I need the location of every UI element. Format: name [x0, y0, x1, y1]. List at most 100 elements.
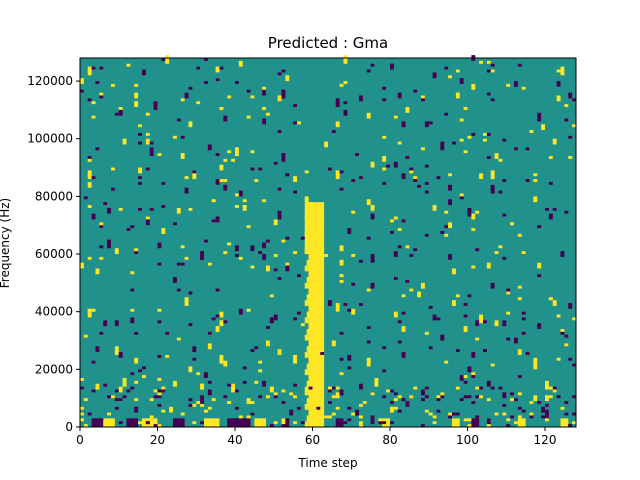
heatmap-cell: [421, 98, 425, 102]
heatmap-cell: [490, 363, 495, 367]
heatmap-cell: [455, 294, 460, 298]
heatmap-cell: [304, 369, 309, 376]
heatmap-cell: [366, 69, 371, 73]
heatmap-cell: [382, 181, 387, 185]
heatmap-cell: [382, 167, 387, 171]
heatmap-cell: [564, 343, 569, 347]
heatmap-cell: [432, 415, 437, 419]
heatmap-cell: [421, 95, 425, 99]
heatmap-cell: [91, 66, 96, 70]
heatmap-cell: [293, 121, 297, 125]
heatmap-cell: [498, 158, 503, 162]
heatmap-cell: [335, 418, 344, 427]
heatmap-cell: [533, 357, 538, 361]
heatmap-cell: [87, 170, 92, 180]
heatmap-cell: [269, 386, 274, 390]
heatmap-cell: [382, 421, 387, 425]
heatmap-cell: [390, 406, 394, 413]
heatmap-cell: [308, 219, 313, 226]
heatmap-cell: [304, 403, 309, 410]
heatmap-cell: [306, 311, 311, 318]
heatmap-cell: [390, 219, 394, 223]
heatmap-cell: [444, 360, 449, 364]
heatmap-cell: [382, 346, 387, 350]
heatmap-cell: [459, 138, 464, 142]
heatmap-cell: [138, 141, 142, 145]
heatmap-cell: [277, 277, 282, 280]
heatmap-cell: [459, 196, 464, 200]
heatmap-cell: [192, 170, 197, 174]
heatmap-cell: [397, 409, 402, 413]
heatmap-cell: [370, 392, 375, 396]
heatmap-cell: [359, 383, 363, 390]
heatmap-cell: [506, 337, 511, 341]
heatmap-cell: [351, 308, 356, 315]
heatmap-cell: [281, 401, 286, 404]
heatmap-cell: [548, 395, 553, 399]
heatmap-cell: [486, 92, 491, 96]
heatmap-cell: [80, 412, 84, 416]
heatmap-cell: [483, 138, 487, 142]
heatmap-cell: [153, 389, 158, 393]
heatmap-cell: [188, 398, 193, 402]
heatmap-cell: [200, 383, 204, 390]
heatmap-cell: [560, 251, 565, 257]
heatmap-cell: [165, 331, 170, 335]
heatmap-cell: [304, 317, 309, 324]
heatmap-cell: [149, 141, 154, 145]
heatmap-cell: [134, 101, 139, 108]
heatmap-cell: [215, 314, 220, 318]
heatmap-cell: [545, 415, 549, 419]
heatmap-cell: [227, 418, 251, 427]
heatmap-cell: [304, 386, 309, 393]
heatmap-cell: [545, 403, 549, 407]
heatmap-cell: [490, 184, 495, 191]
heatmap-cell: [180, 135, 185, 139]
heatmap-cell: [517, 392, 522, 396]
heatmap-cell: [421, 147, 425, 151]
heatmap-cell: [238, 60, 243, 67]
heatmap-cell: [436, 409, 441, 413]
heatmap-cell: [525, 147, 530, 151]
heatmap-cell: [114, 406, 119, 410]
heatmap-cell: [118, 109, 123, 116]
heatmap-cell: [293, 104, 297, 108]
heatmap-cell: [111, 167, 115, 171]
heatmap-cell: [306, 380, 311, 387]
heatmap-cell: [413, 179, 418, 182]
heatmap-cell: [134, 398, 139, 402]
heatmap-cell: [552, 207, 557, 211]
heatmap-cell: [370, 63, 375, 67]
heatmap-cell: [138, 176, 142, 180]
heatmap-cell: [339, 331, 344, 335]
heatmap-cell: [188, 366, 193, 373]
heatmap-cell: [556, 357, 561, 361]
heatmap-cell: [560, 331, 565, 335]
heatmap-cell: [490, 69, 495, 73]
heatmap-cell: [517, 285, 522, 289]
heatmap-cell: [157, 389, 162, 393]
heatmap-cell: [118, 398, 123, 402]
heatmap-cell: [463, 326, 468, 332]
heatmap-cell: [440, 392, 445, 396]
heatmap-cell: [331, 130, 336, 133]
heatmap-cell: [339, 187, 344, 191]
heatmap-cell: [231, 383, 235, 393]
heatmap-cell: [328, 386, 332, 390]
heatmap-cell: [99, 245, 104, 249]
heatmap-cell: [467, 418, 472, 422]
heatmap-cell: [405, 245, 410, 249]
heatmap-cell: [370, 161, 375, 168]
heatmap-cell: [448, 199, 452, 206]
x-tick-label: 60: [305, 433, 320, 447]
heatmap-cell: [153, 101, 158, 110]
heatmap-cell: [436, 317, 441, 321]
heatmap-cell: [304, 300, 309, 306]
heatmap-cell: [498, 386, 503, 390]
heatmap-cell: [306, 259, 311, 266]
heatmap-cell: [130, 424, 135, 427]
heatmap-cell: [471, 228, 476, 231]
heatmap-cell: [521, 311, 526, 315]
heatmap-cell: [339, 357, 344, 361]
heatmap-cell: [393, 216, 398, 220]
